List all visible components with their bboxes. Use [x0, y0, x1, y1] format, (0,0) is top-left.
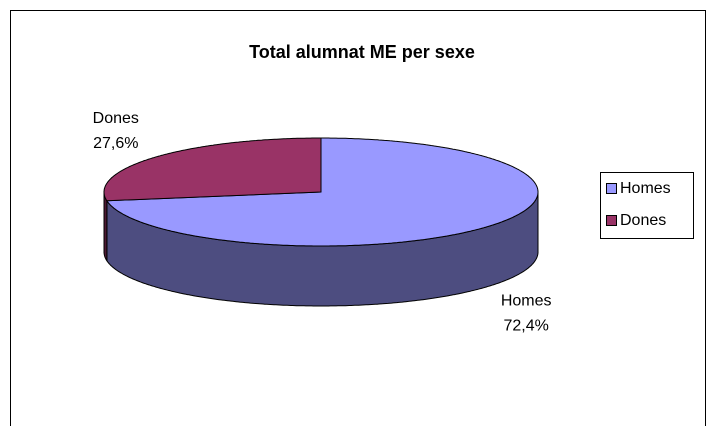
data-label-value: 27,6%	[93, 135, 138, 152]
pie-slice	[103, 137, 322, 202]
chart-border	[10, 10, 706, 426]
legend-label: Dones	[620, 212, 666, 229]
data-labels: Homes 72,4% Dones 27,6%	[93, 110, 552, 334]
data-label-value: 72,4%	[504, 317, 549, 334]
legend-label: Homes	[620, 180, 671, 197]
pie-side	[103, 191, 108, 262]
legend-swatch	[606, 183, 617, 194]
pie-tops	[103, 137, 539, 247]
legend-swatch	[606, 215, 617, 226]
pie-slice	[106, 137, 539, 247]
chart-title: Total alumnat ME per sexe	[249, 42, 475, 62]
legend: Homes Dones	[600, 172, 694, 239]
data-label-name: Dones	[93, 110, 139, 127]
data-label-name: Homes	[501, 292, 552, 309]
